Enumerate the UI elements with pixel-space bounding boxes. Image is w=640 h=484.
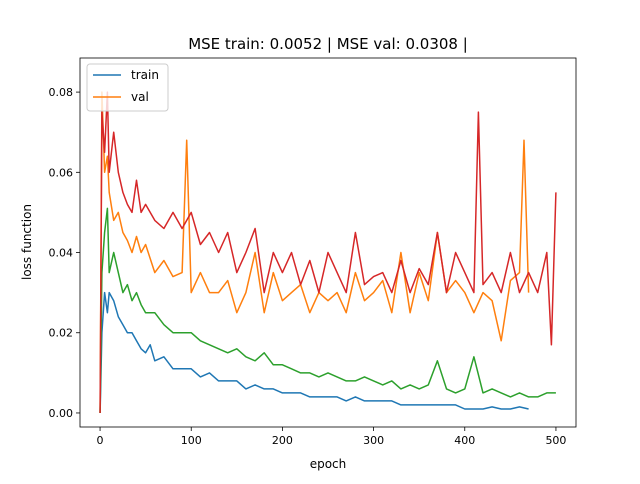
x-tick-label: 500	[545, 434, 566, 447]
series-line-series-3	[99, 91, 557, 414]
y-tick-label: 0.04	[49, 247, 74, 260]
y-tick-label: 0.06	[49, 166, 74, 179]
axes: 0 100 200 300 400 500 0.00 0.02 0.04 0.06 0.08	[49, 86, 567, 447]
y-tick-label: 0.08	[49, 86, 74, 99]
y-tick-label: 0.02	[49, 327, 74, 340]
plot-frame	[79, 57, 577, 428]
x-tick-label: 200	[272, 434, 293, 447]
y-tick-label: 0.00	[49, 407, 74, 420]
legend-label-train: train	[131, 68, 159, 82]
x-axis-label: epoch	[310, 457, 347, 471]
series-layer	[99, 91, 557, 414]
x-tick-label: 300	[363, 434, 384, 447]
series-line-train	[99, 291, 529, 414]
series-line-val	[99, 91, 530, 414]
legend-label-val: val	[131, 90, 149, 104]
series-line-series-2	[99, 207, 556, 414]
x-tick-label: 400	[454, 434, 475, 447]
x-tick-label: 100	[181, 434, 202, 447]
chart-title: MSE train: 0.0052 | MSE val: 0.0308 |	[188, 35, 468, 53]
y-axis-label: loss function	[20, 204, 34, 280]
x-tick-label: 0	[97, 434, 104, 447]
legend: train val	[86, 63, 169, 112]
